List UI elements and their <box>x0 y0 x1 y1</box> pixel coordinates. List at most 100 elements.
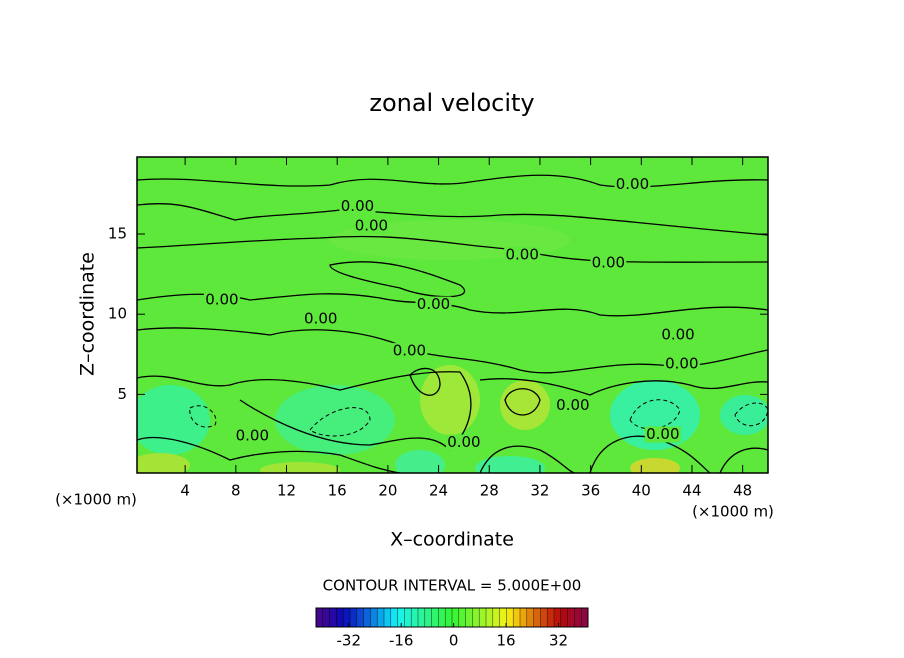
colorbar-tick-label: -32 <box>337 632 362 650</box>
contour-label: 0.00 <box>447 433 480 451</box>
y-tick-label: 15 <box>108 224 127 242</box>
contour-label-bg <box>590 254 627 271</box>
contour-label-bg <box>660 327 697 344</box>
colorbar-cell <box>452 608 460 627</box>
colorbar-cell <box>390 608 399 627</box>
colorbar-cell <box>506 608 514 627</box>
contour-label-bg <box>415 296 452 313</box>
colorbar-cell <box>343 608 351 627</box>
x-tick-label: 40 <box>632 482 651 500</box>
colorbar-cell <box>458 608 467 627</box>
colorbar-cell <box>445 608 453 627</box>
contour-label-bg <box>353 217 390 234</box>
y-axis-label: Z–coordinate <box>77 252 99 376</box>
contour-label-bg <box>663 355 700 372</box>
x-tick-label: 48 <box>733 482 752 500</box>
contour-label: 0.00 <box>236 427 269 445</box>
contour-label: 0.00 <box>417 295 450 313</box>
plot-frame <box>136 156 769 474</box>
y-tick-label: 5 <box>117 385 127 403</box>
x-unit-label: (×1000 m) <box>55 491 137 509</box>
contour-label: 0.00 <box>355 216 388 234</box>
contour-label: 0.00 <box>304 310 337 328</box>
colorbar-tick-label: 32 <box>549 632 568 650</box>
contour-label: 0.00 <box>341 197 374 215</box>
x-tick-label: 44 <box>682 482 701 500</box>
colorbar-cell <box>431 608 439 627</box>
x-unit-label: (×1000 m) <box>692 503 774 521</box>
colorbar-cell <box>384 608 392 627</box>
colorbar-cell <box>540 608 548 627</box>
x-tick-label: 28 <box>480 482 499 500</box>
colorbar-cell <box>479 608 487 627</box>
x-tick-label: 8 <box>231 482 241 500</box>
colorbar-cell <box>397 608 405 627</box>
contour-label: 0.00 <box>556 396 589 414</box>
x-tick-label: 24 <box>429 482 448 500</box>
contour-label-bg <box>339 198 376 215</box>
colorbar-cell <box>492 608 501 627</box>
colorbar-cell <box>329 608 337 627</box>
colorbar-cell <box>418 608 426 627</box>
colorbar-cell <box>499 608 507 627</box>
contour-label-bg <box>203 291 240 308</box>
colorbar-cell <box>520 608 528 627</box>
contour-label: 0.00 <box>505 245 538 263</box>
y-tick-label: 10 <box>108 305 127 323</box>
colorbar-cell <box>526 608 535 627</box>
x-tick-label: 4 <box>180 482 190 500</box>
x-tick-label: 32 <box>530 482 549 500</box>
colorbar-cell <box>316 608 324 627</box>
colorbar-cell <box>554 608 562 627</box>
colorbar-cell <box>424 608 433 627</box>
contour-label-bg <box>614 176 651 193</box>
colorbar-cell <box>363 608 371 627</box>
colorbar-tick-label: 0 <box>449 632 459 650</box>
contour-label: 0.00 <box>665 354 698 372</box>
x-tick-label: 12 <box>277 482 296 500</box>
colorbar-cell <box>350 608 358 627</box>
contour-label-bg <box>234 428 271 445</box>
colorbar-cell <box>322 608 331 627</box>
colorbar-cell <box>465 608 473 627</box>
colorbar-cell <box>533 608 541 627</box>
contour-label: 0.00 <box>393 342 426 360</box>
colorbar-cell <box>486 608 494 627</box>
colorbar-cell <box>356 608 365 627</box>
contour-label: 0.00 <box>646 425 679 443</box>
colorbar-cell <box>404 608 412 627</box>
contour-label: 0.00 <box>661 326 694 344</box>
colorbar-tick-label: -16 <box>389 632 414 650</box>
contour-label-bg <box>302 311 339 328</box>
contour-interval: CONTOUR INTERVAL = 5.000E+00 <box>323 577 582 595</box>
colorbar-frame <box>315 607 589 628</box>
contour-label-bg <box>445 434 482 451</box>
colorbar-cell <box>581 608 589 627</box>
colorbar-cell <box>336 608 344 627</box>
contour-label: 0.00 <box>616 175 649 193</box>
x-tick-label: 20 <box>378 482 397 500</box>
colorbar-cell <box>547 608 555 627</box>
colorbar-cell <box>370 608 378 627</box>
colorbar-tick-label: 16 <box>497 632 516 650</box>
x-tick-label: 16 <box>328 482 347 500</box>
colorbar-cell <box>513 608 521 627</box>
contour-label-bg <box>644 426 681 443</box>
x-axis-label: X–coordinate <box>390 529 514 551</box>
x-tick-label: 36 <box>581 482 600 500</box>
colorbar-cell <box>560 608 569 627</box>
contour-label: 0.00 <box>592 253 625 271</box>
chart-title: zonal velocity <box>369 89 534 117</box>
colorbar-cell <box>438 608 446 627</box>
contour-label: 0.00 <box>205 290 238 308</box>
contour-label-bg <box>554 397 591 414</box>
colorbar-cell <box>377 608 385 627</box>
colorbar-cell <box>567 608 575 627</box>
colorbar-cell <box>472 608 480 627</box>
contour-label-bg <box>391 343 428 360</box>
colorbar-cell <box>411 608 419 627</box>
contour-lines <box>137 174 768 473</box>
colorbar-cell <box>574 608 582 627</box>
contour-label-bg <box>504 246 541 263</box>
